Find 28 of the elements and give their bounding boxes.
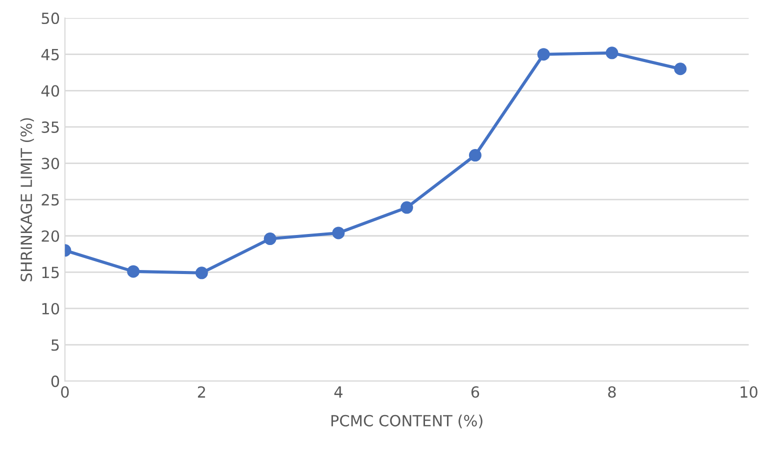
x-tick-label: 0 [61, 386, 69, 398]
point [264, 232, 276, 246]
x-tick-label: 10 [740, 386, 758, 398]
y-tick-label: 35 [42, 121, 59, 133]
y-tick-label: 10 [42, 302, 60, 315]
y-tick-label: 20 [42, 230, 60, 242]
x-axis-title: PCMC CONTENT (%) [331, 414, 482, 428]
point [674, 62, 687, 76]
y-tick-label: 50 [42, 12, 60, 24]
y-tick-label: 40 [41, 85, 60, 97]
x-tick-label: 6 [471, 386, 480, 398]
y-axis-title: SHRINKAGE LIMIT (%) [20, 118, 34, 282]
y-tick-label: 45 [41, 49, 59, 60]
y-tick-label: 30 [42, 158, 60, 170]
point [606, 46, 618, 60]
point [127, 265, 140, 278]
point [195, 266, 208, 280]
y-tick-label: 15 [42, 266, 59, 278]
point [400, 201, 414, 214]
point [332, 226, 345, 240]
y-tick-label: 0 [51, 376, 60, 388]
x-tick-label: 4 [334, 386, 342, 398]
y-tick-label: 5 [52, 339, 59, 351]
x-tick-label: 2 [198, 386, 206, 398]
y-tick-label: 25 [42, 194, 59, 206]
point [468, 149, 482, 162]
point [537, 48, 550, 61]
x-tick-label: 8 [608, 386, 616, 398]
